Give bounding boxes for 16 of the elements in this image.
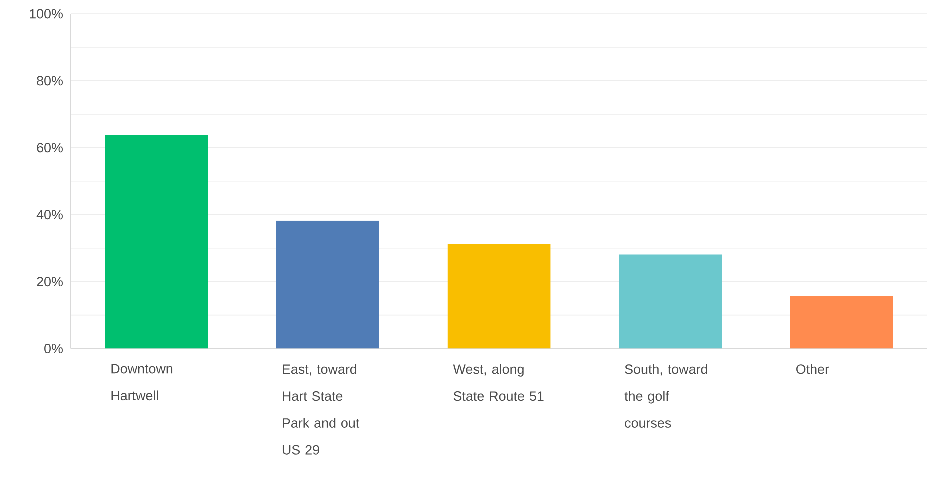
category-label: East, toward Hart State Park and out US 29 bbox=[282, 364, 360, 455]
y-tick-label: 20% bbox=[37, 277, 63, 287]
y-tick-label: 80% bbox=[37, 76, 63, 86]
bar bbox=[276, 221, 380, 349]
x-tick-label: Other bbox=[796, 364, 830, 374]
bar bbox=[448, 244, 551, 349]
y-tick-label: 100% bbox=[30, 9, 63, 19]
bar bbox=[105, 136, 208, 349]
x-tick-label: West, along State Route 51 bbox=[453, 364, 544, 402]
category-label: South, toward the golf courses bbox=[624, 364, 708, 428]
y-tick-label: 0% bbox=[44, 344, 63, 354]
y-tick-label: 40% bbox=[36, 210, 63, 220]
bar bbox=[790, 296, 894, 349]
bar bbox=[619, 254, 722, 349]
category-label: Downtown Hartwell bbox=[112, 364, 173, 401]
y-tick-label: 60% bbox=[37, 143, 63, 153]
